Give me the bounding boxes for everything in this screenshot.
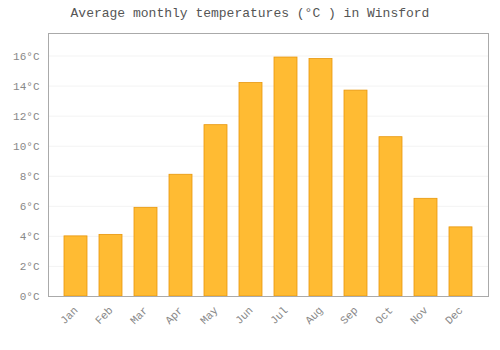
svg-text:Oct: Oct xyxy=(373,304,395,326)
svg-text:Jul: Jul xyxy=(268,304,290,326)
svg-text:Jan: Jan xyxy=(58,304,80,326)
svg-text:May: May xyxy=(198,304,221,327)
svg-text:Nov: Nov xyxy=(408,304,431,327)
svg-text:Jun: Jun xyxy=(233,304,255,326)
svg-text:Mar: Mar xyxy=(128,304,150,326)
svg-text:12°C: 12°C xyxy=(13,111,40,123)
svg-text:Sep: Sep xyxy=(338,304,360,326)
svg-text:4°C: 4°C xyxy=(20,231,40,243)
svg-text:6°C: 6°C xyxy=(20,201,40,213)
svg-text:2°C: 2°C xyxy=(20,261,40,273)
svg-text:Aug: Aug xyxy=(303,304,325,326)
svg-text:8°C: 8°C xyxy=(20,171,40,183)
svg-text:0°C: 0°C xyxy=(20,291,40,303)
svg-text:16°C: 16°C xyxy=(13,51,40,63)
svg-text:14°C: 14°C xyxy=(13,81,40,93)
svg-text:Apr: Apr xyxy=(163,304,185,326)
html-text:Average monthly temperatures (: Average monthly temperatures (°C ) in Wi… xyxy=(70,6,430,21)
svg-text:Feb: Feb xyxy=(93,304,115,326)
svg-text:Dec: Dec xyxy=(443,304,465,326)
svg-text:10°C: 10°C xyxy=(13,141,40,153)
